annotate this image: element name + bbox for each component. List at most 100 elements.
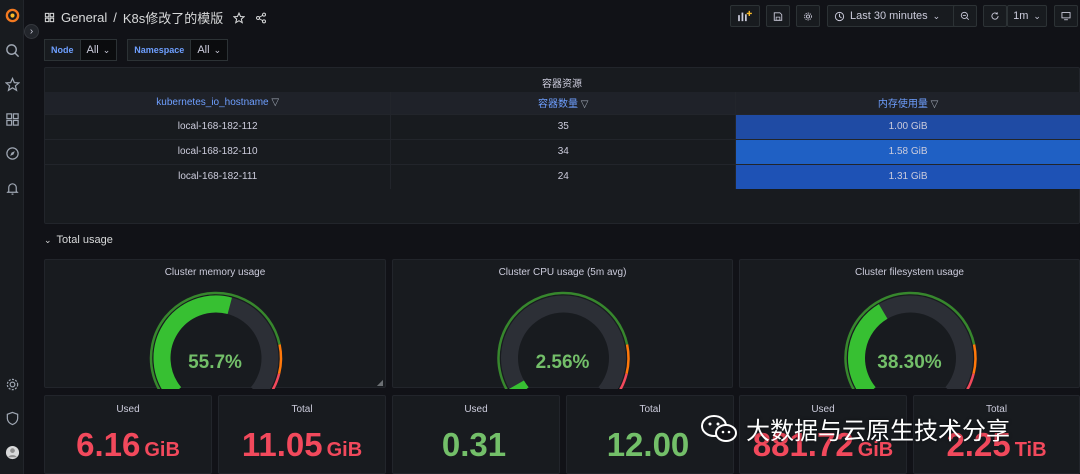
stat-title: Total: [291, 404, 313, 415]
stat-title: Used: [116, 404, 140, 415]
gauge-threshold-red: [271, 373, 281, 389]
sidebar-expand-button[interactable]: ›: [24, 24, 39, 39]
alerting-bell-icon[interactable]: [4, 180, 20, 196]
clock-icon: [834, 11, 845, 21]
refresh-interval-label: 1m: [1013, 10, 1029, 22]
variable-node-select[interactable]: All ⌄: [80, 39, 118, 61]
search-icon[interactable]: [4, 42, 20, 58]
grafana-logo-icon[interactable]: [4, 7, 20, 23]
gauge-threshold-red: [966, 373, 975, 389]
stat-panel-fs-used: Used 881.72 GiB: [739, 395, 907, 474]
top-navbar: General / K8s修改了的模版 Last 30 minutes ⌄ 1m…: [24, 0, 1080, 32]
breadcrumb-folder[interactable]: General: [61, 10, 108, 25]
settings-gear-icon[interactable]: [4, 376, 20, 392]
gauge-title: Cluster filesystem usage: [855, 267, 964, 278]
variable-namespace-label: Namespace: [127, 39, 192, 61]
variable-namespace-select[interactable]: All ⌄: [191, 39, 229, 61]
gauge-chart: [844, 291, 977, 389]
row-title: Total usage: [56, 234, 113, 246]
column-header-host[interactable]: kubernetes_io_hostname ▽: [45, 92, 392, 114]
stat-panel-memory-total: Total 11.05 GiB: [218, 395, 386, 474]
template-variables: Node All ⌄ Namespace All ⌄: [44, 39, 229, 61]
stat-unit: GiB: [326, 439, 363, 461]
filter-icon[interactable]: ▽: [930, 99, 939, 111]
stat-title: Used: [464, 404, 488, 415]
variable-node-value: All: [86, 44, 99, 56]
gauge-track: [501, 295, 626, 389]
stat-panel-cpu-used: Used 0.31: [392, 395, 560, 474]
stat-title: Total: [985, 404, 1008, 415]
cell-count: 24: [390, 163, 737, 189]
add-panel-button[interactable]: [730, 5, 760, 27]
dashboards-grid-icon: [44, 12, 55, 23]
cell-count: 34: [390, 138, 737, 164]
variable-namespace-value: All: [197, 44, 210, 56]
gauge-threshold-orange: [277, 344, 283, 375]
dashboard-title[interactable]: K8s修改了的模版: [122, 11, 224, 26]
resize-handle-icon[interactable]: ◢: [376, 378, 383, 387]
stat-panel-cpu-total: Total 12.00: [566, 395, 734, 474]
column-header-memory[interactable]: 内存使用量 ▽: [735, 92, 1080, 114]
refresh-button[interactable]: [983, 5, 1007, 27]
refresh-icon: [991, 11, 999, 20]
row-header-total-usage[interactable]: ⌄ Total usage: [44, 234, 113, 246]
zoom-out-icon: [960, 11, 970, 21]
add-panel-icon: [738, 10, 752, 22]
stat-unit: GiB: [857, 439, 894, 461]
gauge-value-arc: [153, 295, 232, 389]
chevron-down-icon: ⌄: [44, 234, 52, 245]
time-range-label: Last 30 minutes: [850, 10, 928, 22]
stat-title: Total: [639, 404, 661, 415]
stat-value: 6.16 GiB: [76, 426, 180, 463]
favorite-star-icon[interactable]: [233, 11, 246, 24]
user-avatar-icon[interactable]: [4, 444, 20, 460]
table-row: local-168-182-112 35 1.00 GiB: [45, 113, 1080, 139]
cell-memory: 1.00 GiB: [735, 113, 1080, 139]
time-range-picker[interactable]: Last 30 minutes ⌄: [827, 5, 957, 27]
stat-value: 12.00: [606, 426, 690, 463]
breadcrumb: General / K8s修改了的模版: [44, 8, 267, 27]
gauge-value-arc: [509, 380, 529, 389]
cell-host: local-168-182-110: [45, 138, 392, 164]
stat-value: 11.05 GiB: [241, 426, 363, 463]
star-icon[interactable]: [4, 76, 20, 92]
stat-title: Used: [811, 404, 835, 415]
chevron-down-icon: ⌄: [102, 44, 111, 55]
explore-compass-icon[interactable]: [4, 145, 20, 161]
gear-icon: [804, 12, 812, 20]
zoom-out-button[interactable]: [953, 5, 977, 27]
save-dashboard-button[interactable]: [766, 5, 790, 27]
filter-icon[interactable]: ▽: [580, 99, 589, 111]
gauge-title: Cluster CPU usage (5m avg): [498, 267, 627, 278]
tv-mode-button[interactable]: [1054, 5, 1078, 27]
gauge-chart: [497, 291, 630, 389]
refresh-interval-picker[interactable]: 1m ⌄: [1007, 5, 1047, 27]
chevron-down-icon: ⌄: [1033, 10, 1041, 21]
dashboard-settings-button[interactable]: [796, 5, 820, 27]
chevron-down-icon: ⌄: [213, 44, 222, 55]
dashboards-icon[interactable]: [4, 111, 20, 127]
save-icon: [773, 11, 783, 21]
gauge-chart: [149, 291, 283, 389]
gauge-title: Cluster memory usage: [164, 267, 266, 278]
watermark: 大数据与云原生技术分享: [700, 411, 1010, 446]
stat-value: 0.31: [441, 426, 507, 463]
gauge-value: 38.30%: [877, 352, 942, 373]
gauge-threshold-orange: [972, 344, 977, 375]
gauge-threshold-red: [619, 373, 628, 389]
stat-panel-fs-total: Total 2.25 TiB: [913, 395, 1080, 474]
share-icon[interactable]: [255, 12, 267, 24]
column-header-count[interactable]: 容器数量 ▽: [390, 92, 737, 114]
variable-namespace: Namespace All ⌄: [127, 39, 229, 61]
cell-host: local-168-182-112: [45, 113, 392, 139]
panel-title: 容器资源: [542, 79, 582, 90]
shield-icon[interactable]: [4, 410, 20, 426]
filter-icon[interactable]: ▽: [271, 97, 280, 109]
wechat-logo-icon: [701, 414, 737, 442]
table-row: local-168-182-110 34 1.58 GiB: [45, 138, 1080, 164]
cell-memory: 1.58 GiB: [735, 138, 1080, 164]
breadcrumb-separator: /: [113, 10, 117, 25]
stat-unit: GiB: [144, 439, 180, 461]
gauge-value: 55.7%: [188, 352, 242, 373]
container-resources-table: kubernetes_io_hostname ▽ 容器数量 ▽ 内存使用量 ▽ …: [45, 92, 1080, 189]
